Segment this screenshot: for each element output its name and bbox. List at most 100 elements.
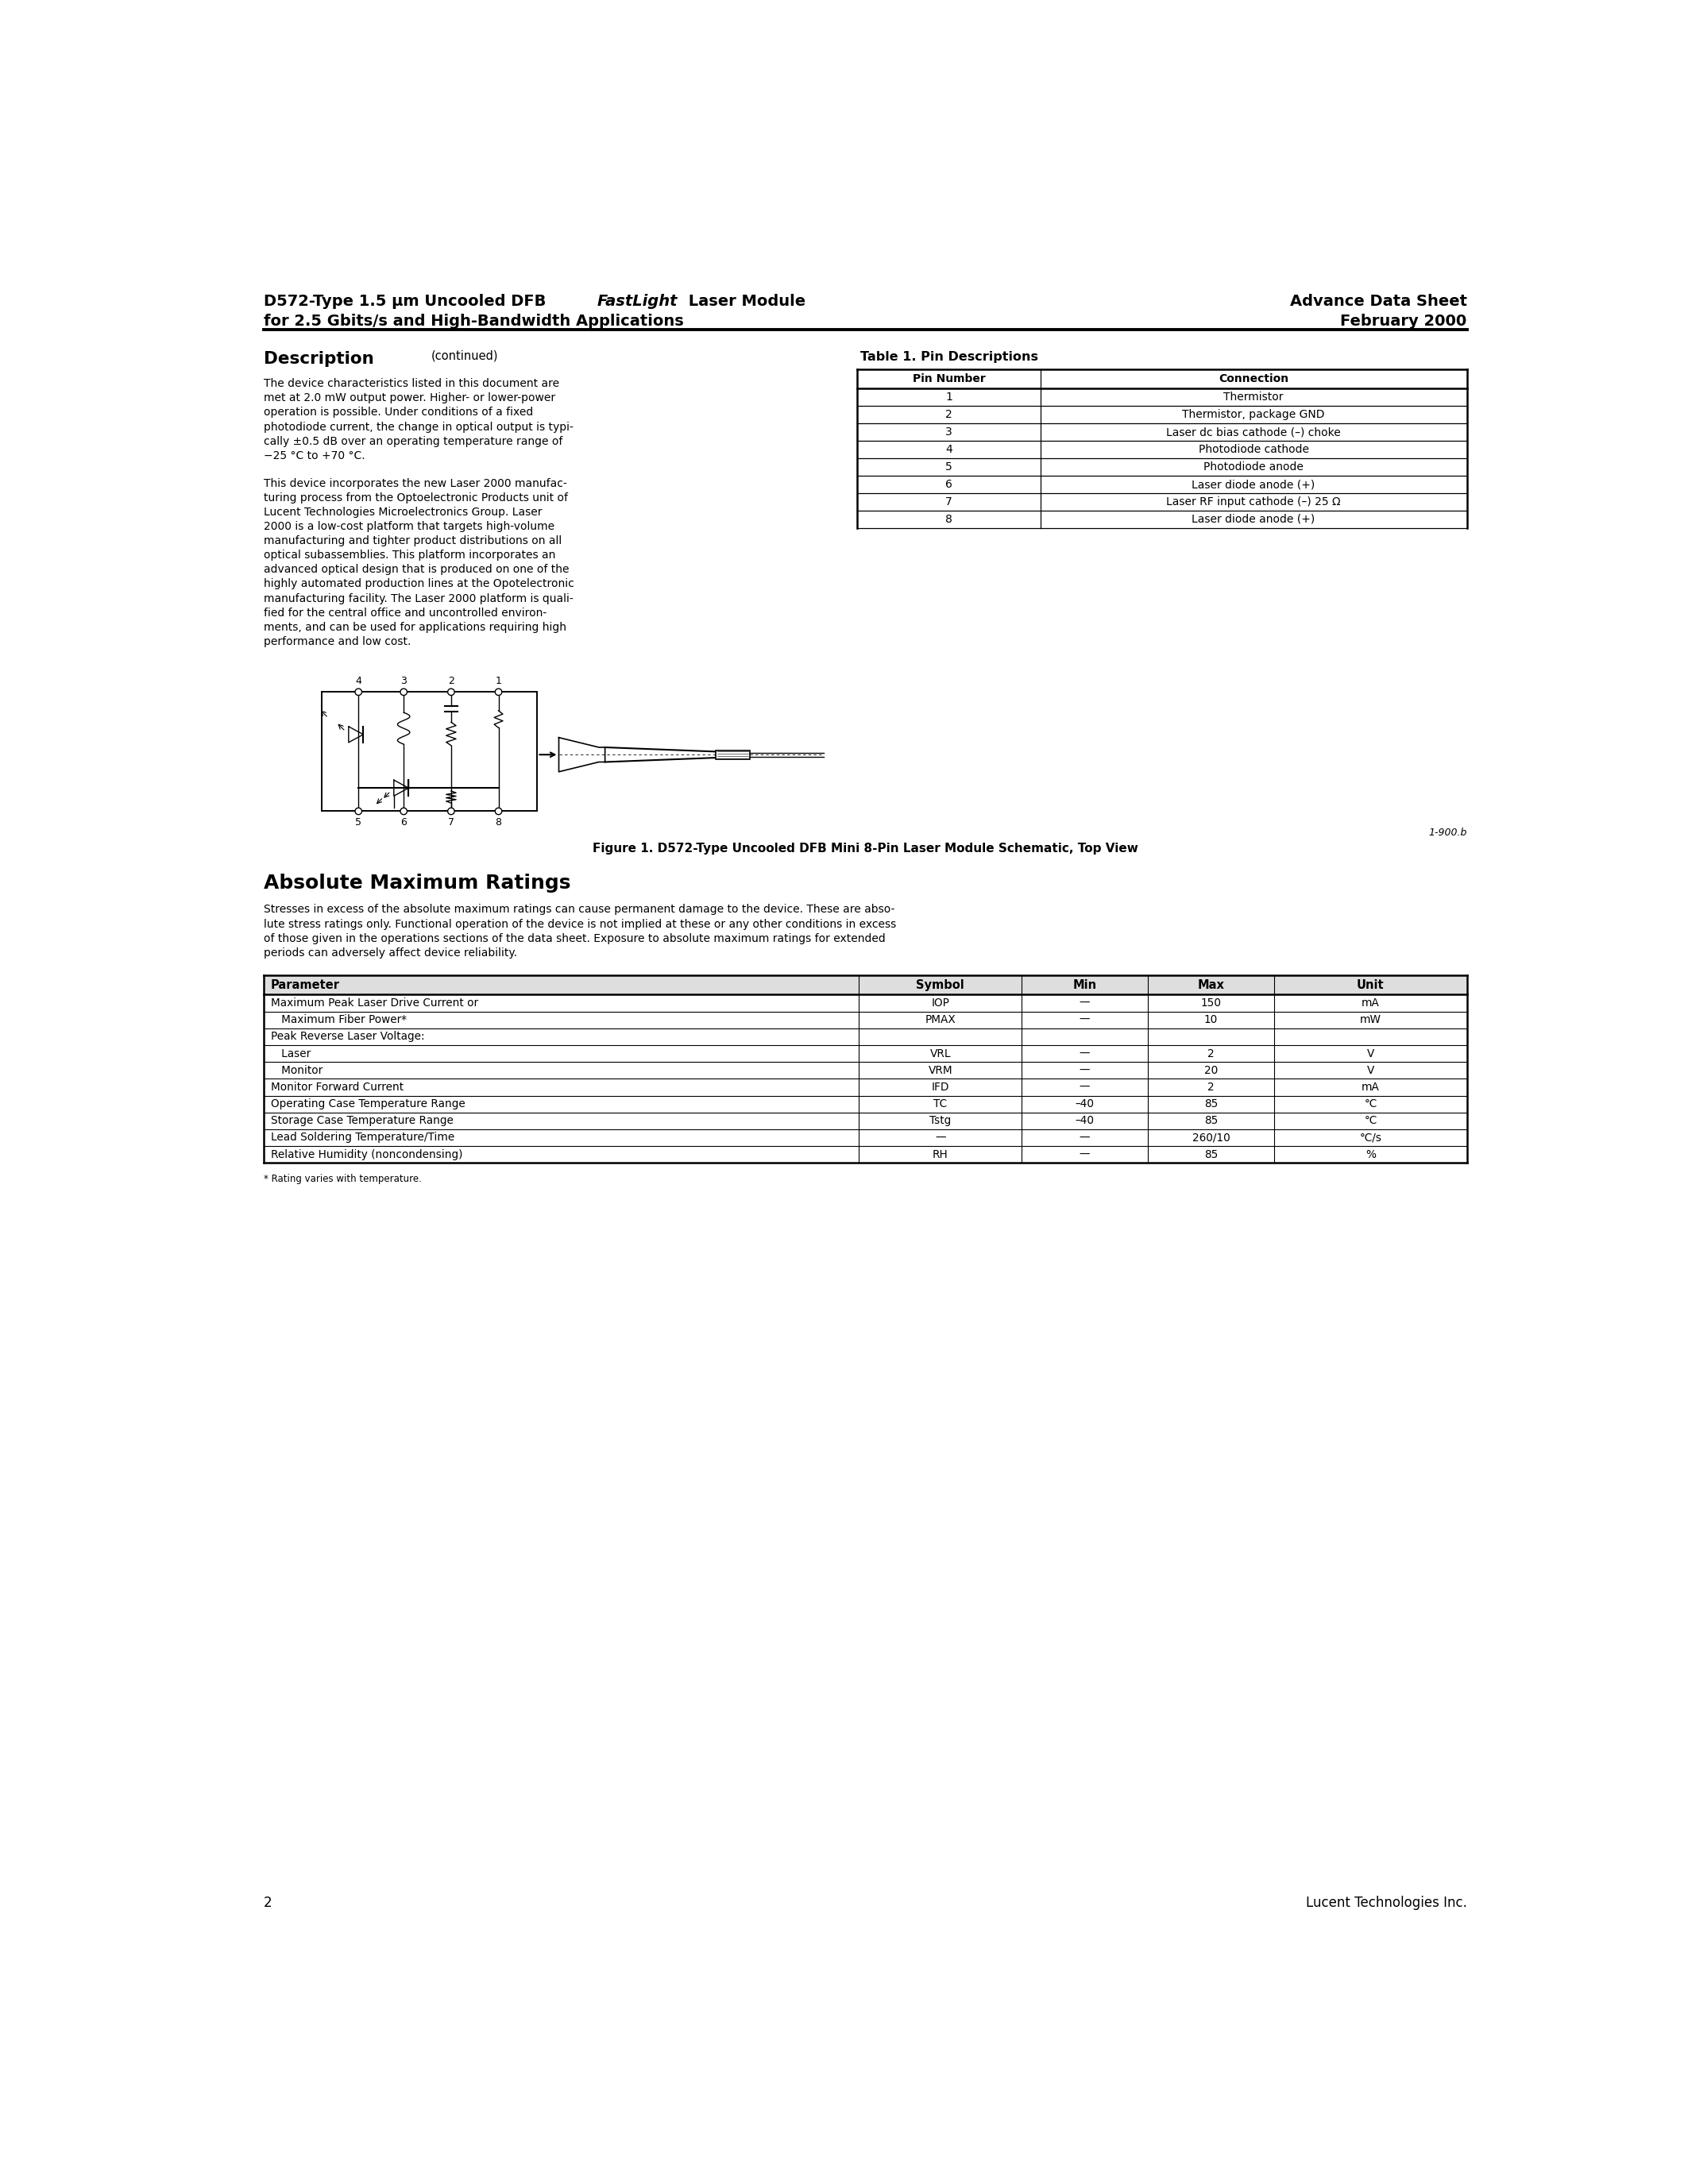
Text: 4: 4 [945, 443, 952, 454]
Text: for 2.5 Gbits/s and High-Bandwidth Applications: for 2.5 Gbits/s and High-Bandwidth Appli… [263, 314, 684, 330]
Text: 3: 3 [945, 426, 952, 437]
Text: —: — [1079, 1048, 1090, 1059]
Text: highly automated production lines at the Opotelectronic: highly automated production lines at the… [263, 579, 574, 590]
Bar [263, 974, 1467, 994]
Text: turing process from the Optoelectronic Products unit of: turing process from the Optoelectronic P… [263, 491, 567, 505]
Text: 20: 20 [1204, 1066, 1219, 1077]
Text: Thermistor: Thermistor [1224, 391, 1283, 402]
Text: Laser: Laser [270, 1048, 311, 1059]
Text: Max: Max [1198, 978, 1224, 992]
Text: 2: 2 [447, 675, 454, 686]
Circle shape [354, 688, 361, 695]
Text: Min: Min [1074, 978, 1097, 992]
Text: periods can adversely affect device reliability.: periods can adversely affect device reli… [263, 948, 517, 959]
Text: Figure 1. D572-Type Uncooled DFB Mini 8-Pin Laser Module Schematic, Top View: Figure 1. D572-Type Uncooled DFB Mini 8-… [592, 843, 1138, 854]
Text: 5: 5 [945, 461, 952, 472]
Text: °C/s: °C/s [1359, 1131, 1382, 1142]
Text: 85: 85 [1204, 1116, 1219, 1127]
Text: VRL: VRL [930, 1048, 950, 1059]
Text: Operating Case Temperature Range: Operating Case Temperature Range [270, 1099, 466, 1109]
Text: mA: mA [1362, 998, 1379, 1009]
Text: 85: 85 [1204, 1149, 1219, 1160]
Text: Monitor: Monitor [270, 1066, 322, 1077]
Text: Relative Humidity (noncondensing): Relative Humidity (noncondensing) [270, 1149, 463, 1160]
Text: —: — [1079, 1149, 1090, 1160]
Text: RH: RH [932, 1149, 949, 1160]
Circle shape [495, 808, 501, 815]
Text: Maximum Peak Laser Drive Current or: Maximum Peak Laser Drive Current or [270, 998, 478, 1009]
Text: —: — [1079, 1131, 1090, 1142]
Text: —: — [935, 1131, 945, 1142]
Text: −25 °C to +70 °C.: −25 °C to +70 °C. [263, 450, 365, 461]
Text: V: V [1367, 1048, 1374, 1059]
Text: °C: °C [1364, 1116, 1377, 1127]
Text: 6: 6 [400, 817, 407, 828]
Text: V: V [1367, 1066, 1374, 1077]
Text: %: % [1366, 1149, 1376, 1160]
Text: 7: 7 [945, 496, 952, 507]
Text: TC: TC [933, 1099, 947, 1109]
Text: Lucent Technologies Inc.: Lucent Technologies Inc. [1307, 1896, 1467, 1911]
Text: D572-Type 1.5 μm Uncooled DFB: D572-Type 1.5 μm Uncooled DFB [263, 295, 550, 308]
Text: February 2000: February 2000 [1340, 314, 1467, 330]
Text: IOP: IOP [932, 998, 949, 1009]
Circle shape [447, 688, 454, 695]
Text: Laser diode anode (+): Laser diode anode (+) [1192, 478, 1315, 489]
Text: Advance Data Sheet: Advance Data Sheet [1290, 295, 1467, 308]
Text: Connection: Connection [1219, 373, 1288, 384]
Text: 8: 8 [945, 513, 952, 524]
Text: 6: 6 [945, 478, 952, 489]
Circle shape [400, 688, 407, 695]
Text: Laser dc bias cathode (–) choke: Laser dc bias cathode (–) choke [1166, 426, 1340, 437]
Text: mA: mA [1362, 1081, 1379, 1092]
Text: 1: 1 [945, 391, 952, 402]
Text: (continued): (continued) [430, 349, 498, 360]
Circle shape [495, 688, 501, 695]
Text: PMAX: PMAX [925, 1013, 955, 1026]
Bar [716, 751, 749, 758]
Text: Storage Case Temperature Range: Storage Case Temperature Range [270, 1116, 454, 1127]
Bar [322, 692, 537, 810]
Text: advanced optical design that is produced on one of the: advanced optical design that is produced… [263, 563, 569, 574]
Text: 8: 8 [495, 817, 501, 828]
Text: Pin Number: Pin Number [913, 373, 986, 384]
Text: Parameter: Parameter [270, 978, 339, 992]
Text: of those given in the operations sections of the data sheet. Exposure to absolut: of those given in the operations section… [263, 933, 885, 943]
Text: ments, and can be used for applications requiring high: ments, and can be used for applications … [263, 622, 565, 633]
Text: Lead Soldering Temperature/Time: Lead Soldering Temperature/Time [270, 1131, 454, 1142]
Text: 4: 4 [354, 675, 361, 686]
Text: manufacturing and tighter product distributions on all: manufacturing and tighter product distri… [263, 535, 562, 546]
Text: Unit: Unit [1357, 978, 1384, 992]
Text: operation is possible. Under conditions of a fixed: operation is possible. Under conditions … [263, 406, 533, 417]
Text: Laser Module: Laser Module [684, 295, 805, 308]
Text: —: — [1079, 1013, 1090, 1026]
Text: 5: 5 [354, 817, 361, 828]
Text: Peak Reverse Laser Voltage:: Peak Reverse Laser Voltage: [270, 1031, 424, 1042]
Text: performance and low cost.: performance and low cost. [263, 636, 410, 646]
Text: Symbol: Symbol [917, 978, 964, 992]
Text: Tstg: Tstg [930, 1116, 950, 1127]
Text: Photodiode anode: Photodiode anode [1204, 461, 1303, 472]
Text: fied for the central office and uncontrolled environ-: fied for the central office and uncontro… [263, 607, 547, 618]
Text: The device characteristics listed in this document are: The device characteristics listed in thi… [263, 378, 559, 389]
Circle shape [447, 808, 454, 815]
Text: * Rating varies with temperature.: * Rating varies with temperature. [263, 1173, 422, 1184]
Text: Stresses in excess of the absolute maximum ratings can cause permanent damage to: Stresses in excess of the absolute maxim… [263, 904, 895, 915]
Text: 7: 7 [447, 817, 454, 828]
Text: IFD: IFD [932, 1081, 949, 1092]
Text: photodiode current, the change in optical output is typi-: photodiode current, the change in optica… [263, 422, 572, 432]
Text: –40: –40 [1075, 1099, 1094, 1109]
Text: mW: mW [1361, 1013, 1381, 1026]
Text: Photodiode cathode: Photodiode cathode [1198, 443, 1308, 454]
Text: —: — [1079, 998, 1090, 1009]
Text: Monitor Forward Current: Monitor Forward Current [270, 1081, 403, 1092]
Text: 10: 10 [1204, 1013, 1219, 1026]
Text: FastLight: FastLight [598, 295, 677, 308]
Text: Absolute Maximum Ratings: Absolute Maximum Ratings [263, 874, 571, 893]
Text: —: — [1079, 1066, 1090, 1077]
Text: 3: 3 [400, 675, 407, 686]
Text: manufacturing facility. The Laser 2000 platform is quali-: manufacturing facility. The Laser 2000 p… [263, 592, 572, 605]
Text: optical subassemblies. This platform incorporates an: optical subassemblies. This platform inc… [263, 550, 555, 561]
Text: This device incorporates the new Laser 2000 manufac-: This device incorporates the new Laser 2… [263, 478, 567, 489]
Text: 150: 150 [1200, 998, 1222, 1009]
